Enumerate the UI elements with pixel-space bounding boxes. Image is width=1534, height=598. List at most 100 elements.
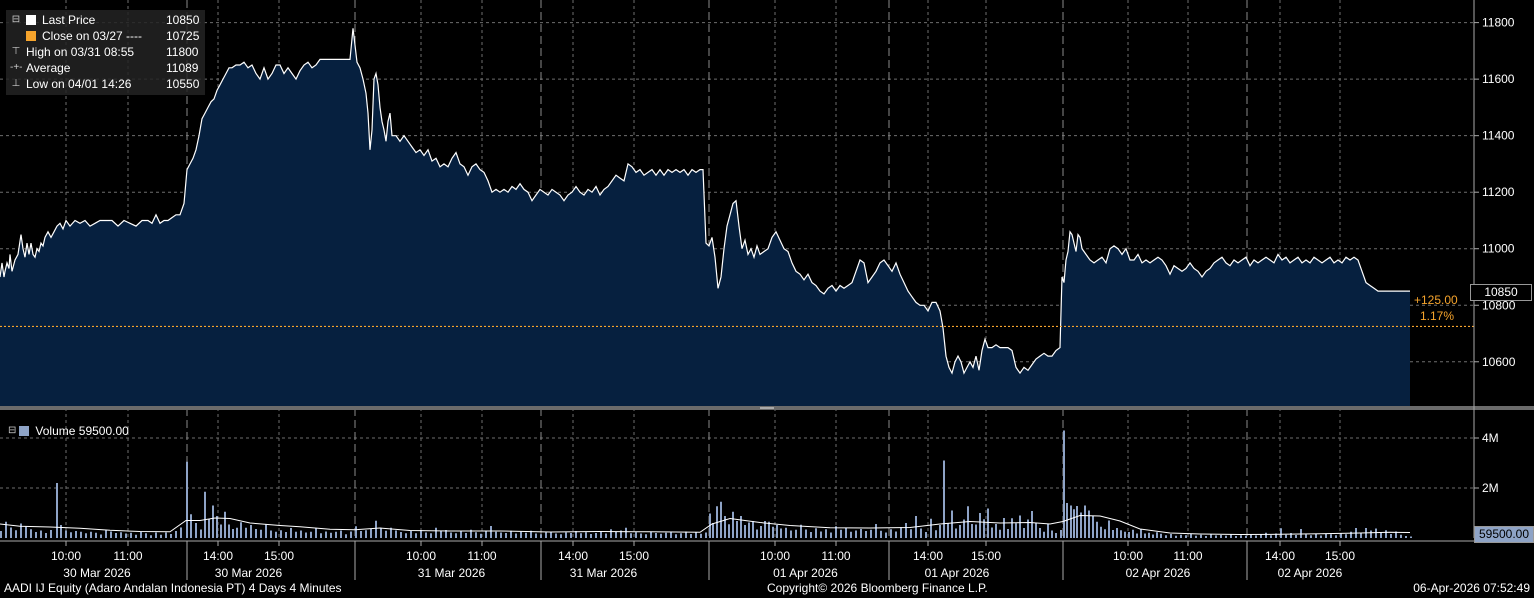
volume-bar [1320,535,1322,538]
volume-bar [0,531,2,538]
volume-bar [560,534,562,538]
legend-low[interactable]: ⊥ Low on 04/01 14:26 10550 [10,76,200,92]
footer-security: AADI IJ Equity (Adaro Andalan Indonesia … [4,581,342,595]
volume-bar [760,526,762,538]
volume-bar [728,524,730,538]
volume-bar [245,527,247,538]
x-time-label: 15:00 [1325,549,1355,563]
volume-bar [1076,506,1078,538]
volume-bar [270,530,272,538]
volume-bar [999,529,1001,538]
volume-bar [959,525,961,538]
volume-bar [30,529,32,538]
volume-bar [635,532,637,538]
legend-value: 10550 [166,77,200,91]
volume-bar [400,532,402,538]
volume-bar [1360,532,1362,538]
volume-bar [655,533,657,538]
volume-bar [155,532,157,538]
legend-label: Low on 04/01 14:26 [26,77,132,91]
volume-bar [705,532,707,538]
close-swatch-icon [26,31,36,41]
volume-bar [295,531,297,538]
volume-bar [150,535,152,538]
volume-bar [1225,535,1227,538]
volume-bar [855,530,857,538]
volume-bar [1007,529,1009,538]
volume-bar [470,529,472,538]
legend-average[interactable]: -+- Average 11089 [10,60,199,76]
volume-bar [355,526,357,538]
volume-bar [675,534,677,538]
volume-bar [385,530,387,538]
volume-bar [1280,528,1282,538]
volume-bar [570,533,572,538]
x-time-label: 10:00 [760,549,790,563]
volume-bar [1003,518,1005,538]
volume-bar [490,526,492,538]
volume-bar [195,523,197,538]
volume-bar [1088,510,1090,538]
volume-bar [1092,515,1094,538]
volume-bar [250,525,252,538]
volume-bar [45,533,47,538]
volume-bar [580,533,582,538]
last-price-tag: 10850 [1470,284,1532,301]
high-marker-icon: ⊤ [11,46,21,57]
volume-bar [360,531,362,538]
x-date-label: 31 Mar 2026 [570,566,638,580]
volume-bar [495,531,497,538]
volume-legend[interactable]: ⊟ Volume 59500.00 [8,423,129,439]
volume-bar [810,532,812,538]
volume-bar [1240,535,1242,538]
volume-bar [865,531,867,538]
volume-bar [1144,533,1146,538]
volume-bar [80,531,82,538]
volume-bar [700,533,702,538]
collapse-icon[interactable]: ⊟ [11,14,21,25]
volume-bar [795,529,797,538]
volume-bar [925,532,927,538]
volume-y-tick-label: 2M [1482,481,1499,495]
volume-bar [1410,536,1412,538]
volume-bar [680,533,682,538]
legend-label: Last Price [42,13,96,27]
volume-bar [860,529,862,538]
volume-bar [930,518,932,538]
volume-bar [1205,536,1207,538]
x-time-label: 14:00 [203,549,233,563]
volume-bar [505,533,507,538]
volume-bar [200,529,202,538]
volume-bar [1096,521,1098,538]
volume-bar [1132,529,1134,538]
last-price-line [0,28,1410,375]
volume-bar [1128,532,1130,538]
x-time-label: 11:00 [821,549,850,563]
volume-bar [216,516,218,538]
volume-bar [130,532,132,538]
volume-bar [40,530,42,538]
footer-copyright: Copyright© 2026 Bloomberg Finance L.P. [767,581,988,595]
collapse-icon[interactable]: ⊟ [8,425,17,436]
volume-bar [145,533,147,538]
volume-bar [1100,526,1102,538]
volume-bar [175,531,177,538]
legend-close[interactable]: Close on 03/27 ---- 10725 [10,28,199,44]
volume-bar [947,523,949,538]
volume-bar [1031,511,1033,538]
volume-bar [540,534,542,538]
volume-bar [685,531,687,538]
volume-bar [1015,523,1017,538]
volume-bar [325,531,327,538]
volume-bar [275,531,277,538]
y-tick-label: 11400 [1482,129,1515,143]
volume-bar [90,531,92,538]
x-time-label: 10:00 [51,549,81,563]
volume-bar [345,534,347,538]
volume-bar [1335,535,1337,538]
legend-last-price[interactable]: ⊟ Last Price 10850 [10,12,200,28]
legend-high[interactable]: ⊤ High on 03/31 08:55 11800 [10,44,199,60]
volume-bar [615,531,617,538]
average-line-icon: -+- [10,62,23,73]
volume-bar [1116,528,1118,538]
